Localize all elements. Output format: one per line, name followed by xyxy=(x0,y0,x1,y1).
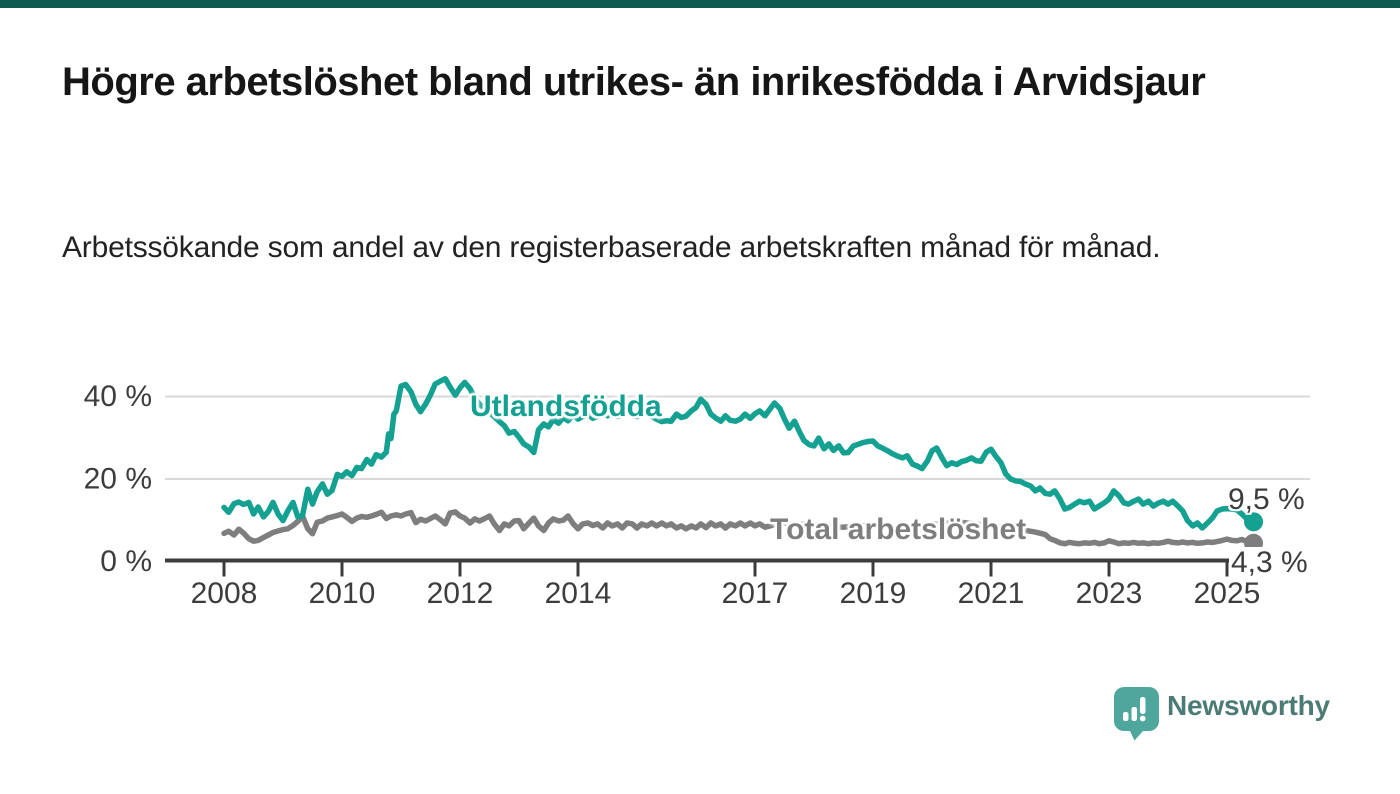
logo-bar-small xyxy=(1123,712,1129,721)
x-tick-label-2019: 2019 xyxy=(840,577,907,610)
end-dot-utlandsfodda xyxy=(1244,512,1264,532)
logo-exclamation-dot xyxy=(1139,715,1146,722)
line-total-arbetsloshet xyxy=(221,509,1257,547)
x-tick-label-2008: 2008 xyxy=(191,577,258,610)
page-title: Högre arbetslöshet bland utrikes- än inr… xyxy=(62,60,1206,104)
x-tick-label-2023: 2023 xyxy=(1076,577,1143,610)
logo-bar-medium xyxy=(1131,707,1137,721)
series-label-total-arbetsloshet: Total arbetslöshet xyxy=(770,513,1027,546)
x-tick-label-2010: 2010 xyxy=(309,577,376,610)
x-tick-label-2014: 2014 xyxy=(545,577,612,610)
y-tick-label-20: 20 % xyxy=(84,463,152,496)
logo-exclamation-bar xyxy=(1140,697,1146,714)
top-accent-bar xyxy=(0,0,1400,8)
newsworthy-logo-icon xyxy=(1114,687,1159,741)
line-utlandsfodda xyxy=(221,375,1257,531)
chart-subtitle: Arbetssökande som andel av den registerb… xyxy=(62,231,1161,264)
newsworthy-wordmark: Newsworthy xyxy=(1167,690,1330,721)
end-value-label-utlandsfodda: 9,5 % xyxy=(1228,483,1305,516)
x-tick-label-2012: 2012 xyxy=(427,577,494,610)
x-tick-label-2017: 2017 xyxy=(722,577,789,610)
x-tick-label-2021: 2021 xyxy=(958,577,1025,610)
end-value-label-total: 4,3 % xyxy=(1229,547,1313,580)
y-tick-label-0: 0 % xyxy=(100,545,152,578)
series-label-utlandsfodda: Utlandsfödda xyxy=(470,390,662,423)
newsworthy-logo xyxy=(1113,686,1160,742)
x-tick-label-2025: 2025 xyxy=(1194,577,1261,610)
y-tick-label-40: 40 % xyxy=(84,380,152,413)
